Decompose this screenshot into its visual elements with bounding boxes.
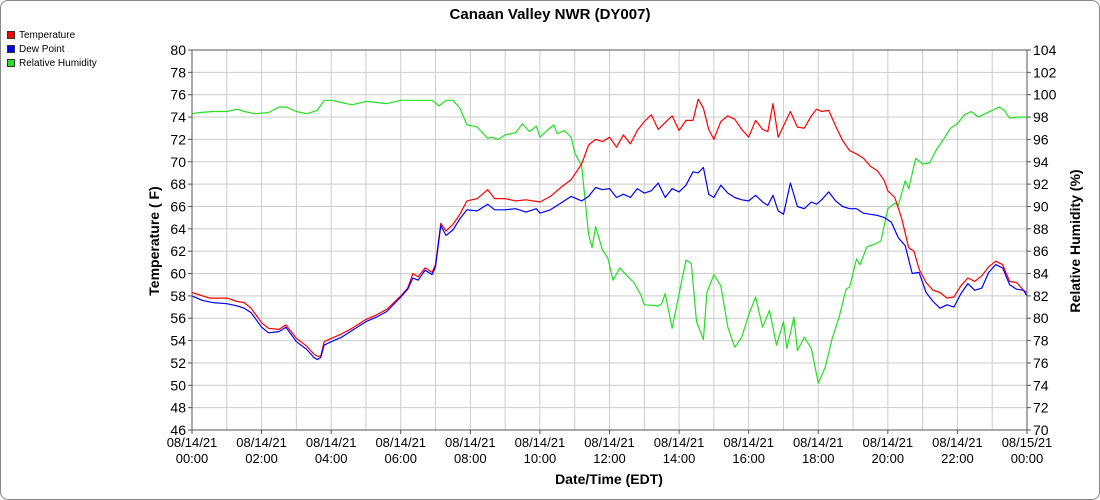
grid: [191, 49, 1028, 431]
y2-tick-label: 84: [1033, 266, 1049, 282]
x-tick-time: 02:00: [245, 451, 278, 466]
x-tick-time: 22:00: [941, 451, 974, 466]
x-tick-date: 08/15/21: [1002, 435, 1053, 450]
x-tick-date: 08/14/21: [584, 435, 635, 450]
y-tick-label: 62: [170, 243, 186, 259]
x-tick-date: 08/14/21: [932, 435, 983, 450]
y-tick-label: 72: [170, 131, 186, 147]
y2-tick-label: 74: [1033, 377, 1049, 393]
legend: Temperature Dew Point Relative Humidity: [7, 28, 97, 70]
y-tick-label: 56: [170, 310, 186, 326]
legend-swatch-dew-point: [7, 45, 15, 53]
y2-axis-label: Relative Humidity (%): [1067, 169, 1083, 312]
legend-swatch-temperature: [7, 31, 15, 39]
x-tick-time: 00:00: [1011, 451, 1044, 466]
legend-item-temperature: Temperature: [7, 28, 97, 42]
y-tick-label: 58: [170, 288, 186, 304]
legend-label-relative-humidity: Relative Humidity: [19, 57, 97, 69]
y-axis-left: 46 48 50 52 54 56 58 60 62 64 66 68 70 72 74 76 78 80: [170, 42, 192, 438]
y2-tick-label: 90: [1033, 198, 1049, 214]
y-tick-label: 74: [170, 109, 186, 125]
x-tick-time: 06:00: [384, 451, 417, 466]
x-tick-date: 08/14/21: [375, 435, 426, 450]
x-tick-time: 20:00: [872, 451, 905, 466]
y-axis-right: 70 72 74 76 78 80 82 84 86 88 90 92 94 96 98 100 102 104: [1027, 42, 1057, 438]
x-tick-time: 12:00: [593, 451, 626, 466]
legend-item-relative-humidity: Relative Humidity: [7, 56, 97, 70]
y2-tick-label: 82: [1033, 288, 1049, 304]
y2-tick-label: 96: [1033, 131, 1049, 147]
x-tick-date: 08/14/21: [236, 435, 287, 450]
x-tick-date: 08/14/21: [863, 435, 914, 450]
x-tick-time: 08:00: [454, 451, 487, 466]
y2-tick-label: 92: [1033, 176, 1049, 192]
y2-tick-label: 72: [1033, 400, 1049, 416]
series-lines: [191, 98, 1028, 384]
y-tick-label: 64: [170, 221, 186, 237]
x-axis: 08/14/2100:0008/14/2102:0008/14/2104:000…: [167, 430, 1053, 466]
y-axis-label: Temperature ( F): [146, 186, 162, 295]
y2-tick-label: 78: [1033, 333, 1049, 349]
y-tick-label: 78: [170, 64, 186, 80]
y-tick-label: 80: [170, 42, 186, 58]
x-tick-date: 08/14/21: [654, 435, 705, 450]
x-axis-label: Date/Time (EDT): [555, 471, 663, 487]
x-tick-date: 08/14/21: [167, 435, 218, 450]
y2-tick-label: 76: [1033, 355, 1049, 371]
y-tick-label: 48: [170, 400, 186, 416]
y2-tick-label: 102: [1033, 64, 1057, 80]
chart-title: Canaan Valley NWR (DY007): [450, 6, 651, 23]
legend-item-dew-point: Dew Point: [7, 42, 97, 56]
x-tick-time: 04:00: [315, 451, 348, 466]
x-tick-time: 00:00: [176, 451, 209, 466]
y2-tick-label: 88: [1033, 221, 1049, 237]
x-tick-time: 10:00: [524, 451, 557, 466]
x-tick-time: 18:00: [802, 451, 835, 466]
legend-label-temperature: Temperature: [19, 29, 76, 41]
y-tick-label: 66: [170, 198, 186, 214]
x-tick-date: 08/14/21: [306, 435, 357, 450]
series-line-temperature: [191, 98, 1028, 357]
x-tick-date: 08/14/21: [723, 435, 774, 450]
y-tick-label: 52: [170, 355, 186, 371]
series-line-dew-point: [191, 166, 1028, 361]
y2-tick-label: 94: [1033, 154, 1049, 170]
y-tick-label: 76: [170, 87, 186, 103]
y2-tick-label: 86: [1033, 243, 1049, 259]
y-tick-label: 46: [170, 422, 186, 438]
legend-label-dew-point: Dew Point: [19, 43, 65, 55]
y-tick-label: 50: [170, 377, 186, 393]
y-tick-label: 60: [170, 266, 186, 282]
y2-tick-label: 98: [1033, 109, 1049, 125]
legend-swatch-relative-humidity: [7, 59, 15, 67]
y2-tick-label: 70: [1033, 422, 1049, 438]
y2-tick-label: 80: [1033, 310, 1049, 326]
x-tick-date: 08/14/21: [445, 435, 496, 450]
x-tick-date: 08/14/21: [793, 435, 844, 450]
y-tick-label: 70: [170, 154, 186, 170]
y-tick-label: 54: [170, 333, 186, 349]
y-tick-label: 68: [170, 176, 186, 192]
x-tick-date: 08/14/21: [515, 435, 566, 450]
x-tick-time: 16:00: [732, 451, 765, 466]
y2-tick-label: 100: [1033, 87, 1057, 103]
y2-tick-label: 104: [1033, 42, 1057, 58]
x-tick-time: 14:00: [663, 451, 696, 466]
